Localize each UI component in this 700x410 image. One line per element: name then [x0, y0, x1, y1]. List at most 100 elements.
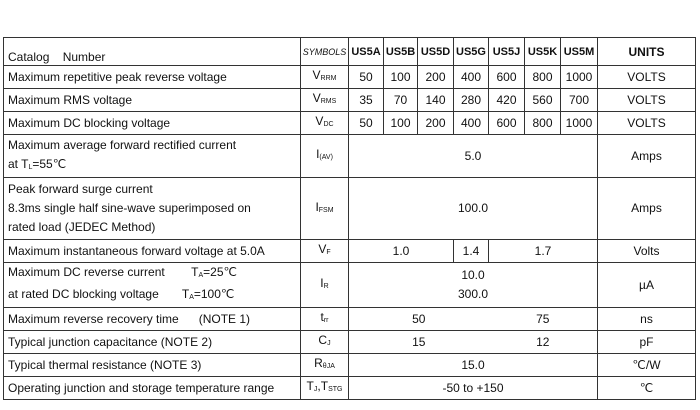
value: 280 — [453, 88, 489, 112]
data-row: Peak forward surge current 8.3ms single h… — [3, 177, 696, 240]
line: 300.0 — [350, 285, 597, 304]
text: 8.3ms single half sine-wave superimposed… — [8, 201, 251, 215]
line: at rated DC blocking voltage TA=100℃ — [8, 285, 296, 307]
text: 50 — [359, 115, 373, 130]
text: VOLTS — [627, 92, 666, 107]
text: 400 — [460, 69, 482, 84]
text: ns — [640, 311, 653, 326]
text: Maximum DC reverse current T — [8, 265, 199, 279]
text: 600 — [496, 69, 517, 84]
text: 15.0 — [461, 357, 485, 372]
data-row: Typical thermal resistance (NOTE 3) RθJA 1… — [3, 353, 696, 377]
line: Maximum reverse recovery time (NOTE 1) — [8, 310, 296, 329]
data-row: Maximum reverse recovery time (NOTE 1) tr… — [3, 307, 696, 331]
text: =25℃ — [203, 265, 237, 279]
text: 300.0 — [457, 287, 489, 301]
column-header: US5K — [524, 37, 561, 66]
parameter: Maximum DC reverse current T A =25℃ at rate… — [3, 262, 301, 308]
text: V — [315, 114, 324, 128]
column-header: US5D — [417, 37, 454, 66]
value: 15.0 — [348, 353, 598, 377]
subscript: rr — [323, 317, 329, 324]
value: 420 — [488, 88, 525, 112]
text: =100℃ — [193, 287, 235, 301]
value: 50 — [348, 111, 384, 135]
unit: VOLTS — [597, 88, 696, 112]
text: V — [312, 68, 321, 82]
value: 700 — [560, 88, 598, 112]
line: Maximum average forward rectified curren… — [8, 136, 296, 155]
text: Maximum average forward rectified curren… — [8, 137, 237, 152]
line: Typical junction capacitance (NOTE 2) — [8, 333, 296, 352]
data-row: Maximum RMS voltage VRMS 35 70 140 280 420 560 7… — [3, 88, 696, 112]
subscript: STG — [328, 386, 343, 393]
subscript: A — [189, 294, 194, 301]
text: ℃/W — [632, 357, 661, 372]
data-row: Maximum DC blocking voltage VDC 50 100 200 40… — [3, 111, 696, 135]
subscript: DC — [323, 121, 334, 128]
symbol: VRMS — [300, 88, 349, 112]
value: 600 — [488, 111, 525, 135]
text: 1000 — [565, 69, 593, 84]
text: C — [318, 333, 328, 347]
subscript: (AV) — [319, 154, 333, 161]
line: 8.3ms single half sine-wave superimposed… — [8, 199, 296, 218]
subscript: F — [326, 249, 331, 256]
symbol: TJ,TSTG — [300, 376, 349, 400]
unit: Amps — [597, 134, 696, 178]
text: Typical thermal resistance (NOTE 3) — [8, 357, 202, 372]
text: V — [312, 91, 321, 105]
symbol: VF — [300, 239, 349, 263]
column-header: US5A — [348, 37, 384, 66]
text: Maximum RMS voltage — [8, 92, 133, 107]
unit: ℃ — [597, 376, 696, 400]
text: 200 — [425, 69, 446, 84]
data-row: Operating junction and storage temperatu… — [3, 376, 696, 400]
line: Peak forward surge current — [8, 180, 296, 199]
subscript: RMS — [320, 98, 337, 105]
text: 10.0 — [461, 268, 485, 282]
spec-table: Catalog Number SYMBOLS US5A US5B US5D US5G US5… — [3, 37, 696, 400]
data-row: Maximum DC reverse current T A =25℃ at rate… — [3, 262, 696, 308]
subscript: L — [28, 163, 33, 171]
text: 400 — [460, 115, 482, 130]
unit: pF — [597, 330, 696, 354]
text: 15 — [412, 334, 426, 349]
subscript: J — [313, 386, 318, 393]
symbol: IFSM — [300, 177, 349, 240]
value: 1.7 — [488, 239, 598, 263]
data-row: Maximum instantaneous forward voltage at… — [3, 239, 696, 263]
column-header: US5B — [383, 37, 418, 66]
symbol: trr — [300, 307, 349, 331]
symbol: I(AV) — [300, 134, 349, 178]
text: I — [320, 276, 324, 290]
column-header: US5M — [560, 37, 598, 66]
text: at T — [8, 156, 29, 171]
line: Maximum instantaneous forward voltage at… — [8, 242, 296, 261]
text: Maximum instantaneous forward voltage at… — [8, 243, 265, 258]
value: 400 — [453, 65, 489, 89]
text: 70 — [393, 92, 408, 107]
value: 12 — [488, 330, 598, 354]
text: 12 — [536, 334, 550, 349]
text: Maximum DC blocking voltage — [8, 115, 171, 130]
subscript: θJA — [322, 363, 335, 370]
text: 100.0 — [457, 201, 489, 215]
text: 1000 — [565, 115, 593, 130]
line: 10.0 — [350, 266, 597, 285]
value: 560 — [524, 88, 561, 112]
text: 50 — [412, 311, 426, 326]
value: 35 — [348, 88, 384, 112]
parameter: Typical junction capacitance (NOTE 2) — [3, 330, 301, 354]
value: 5.0 — [348, 134, 598, 178]
subscript: J — [327, 340, 331, 347]
text: rated load (JEDEC Method) — [8, 220, 156, 234]
text: VOLTS — [627, 115, 666, 130]
text: 800 — [532, 115, 553, 130]
text: 50 — [359, 69, 373, 84]
text: 560 — [532, 92, 553, 107]
value: 1.4 — [453, 239, 489, 263]
unit: VOLTS — [597, 111, 696, 135]
parameter: Operating junction and storage temperatu… — [3, 376, 301, 400]
value: 800 — [524, 65, 561, 89]
